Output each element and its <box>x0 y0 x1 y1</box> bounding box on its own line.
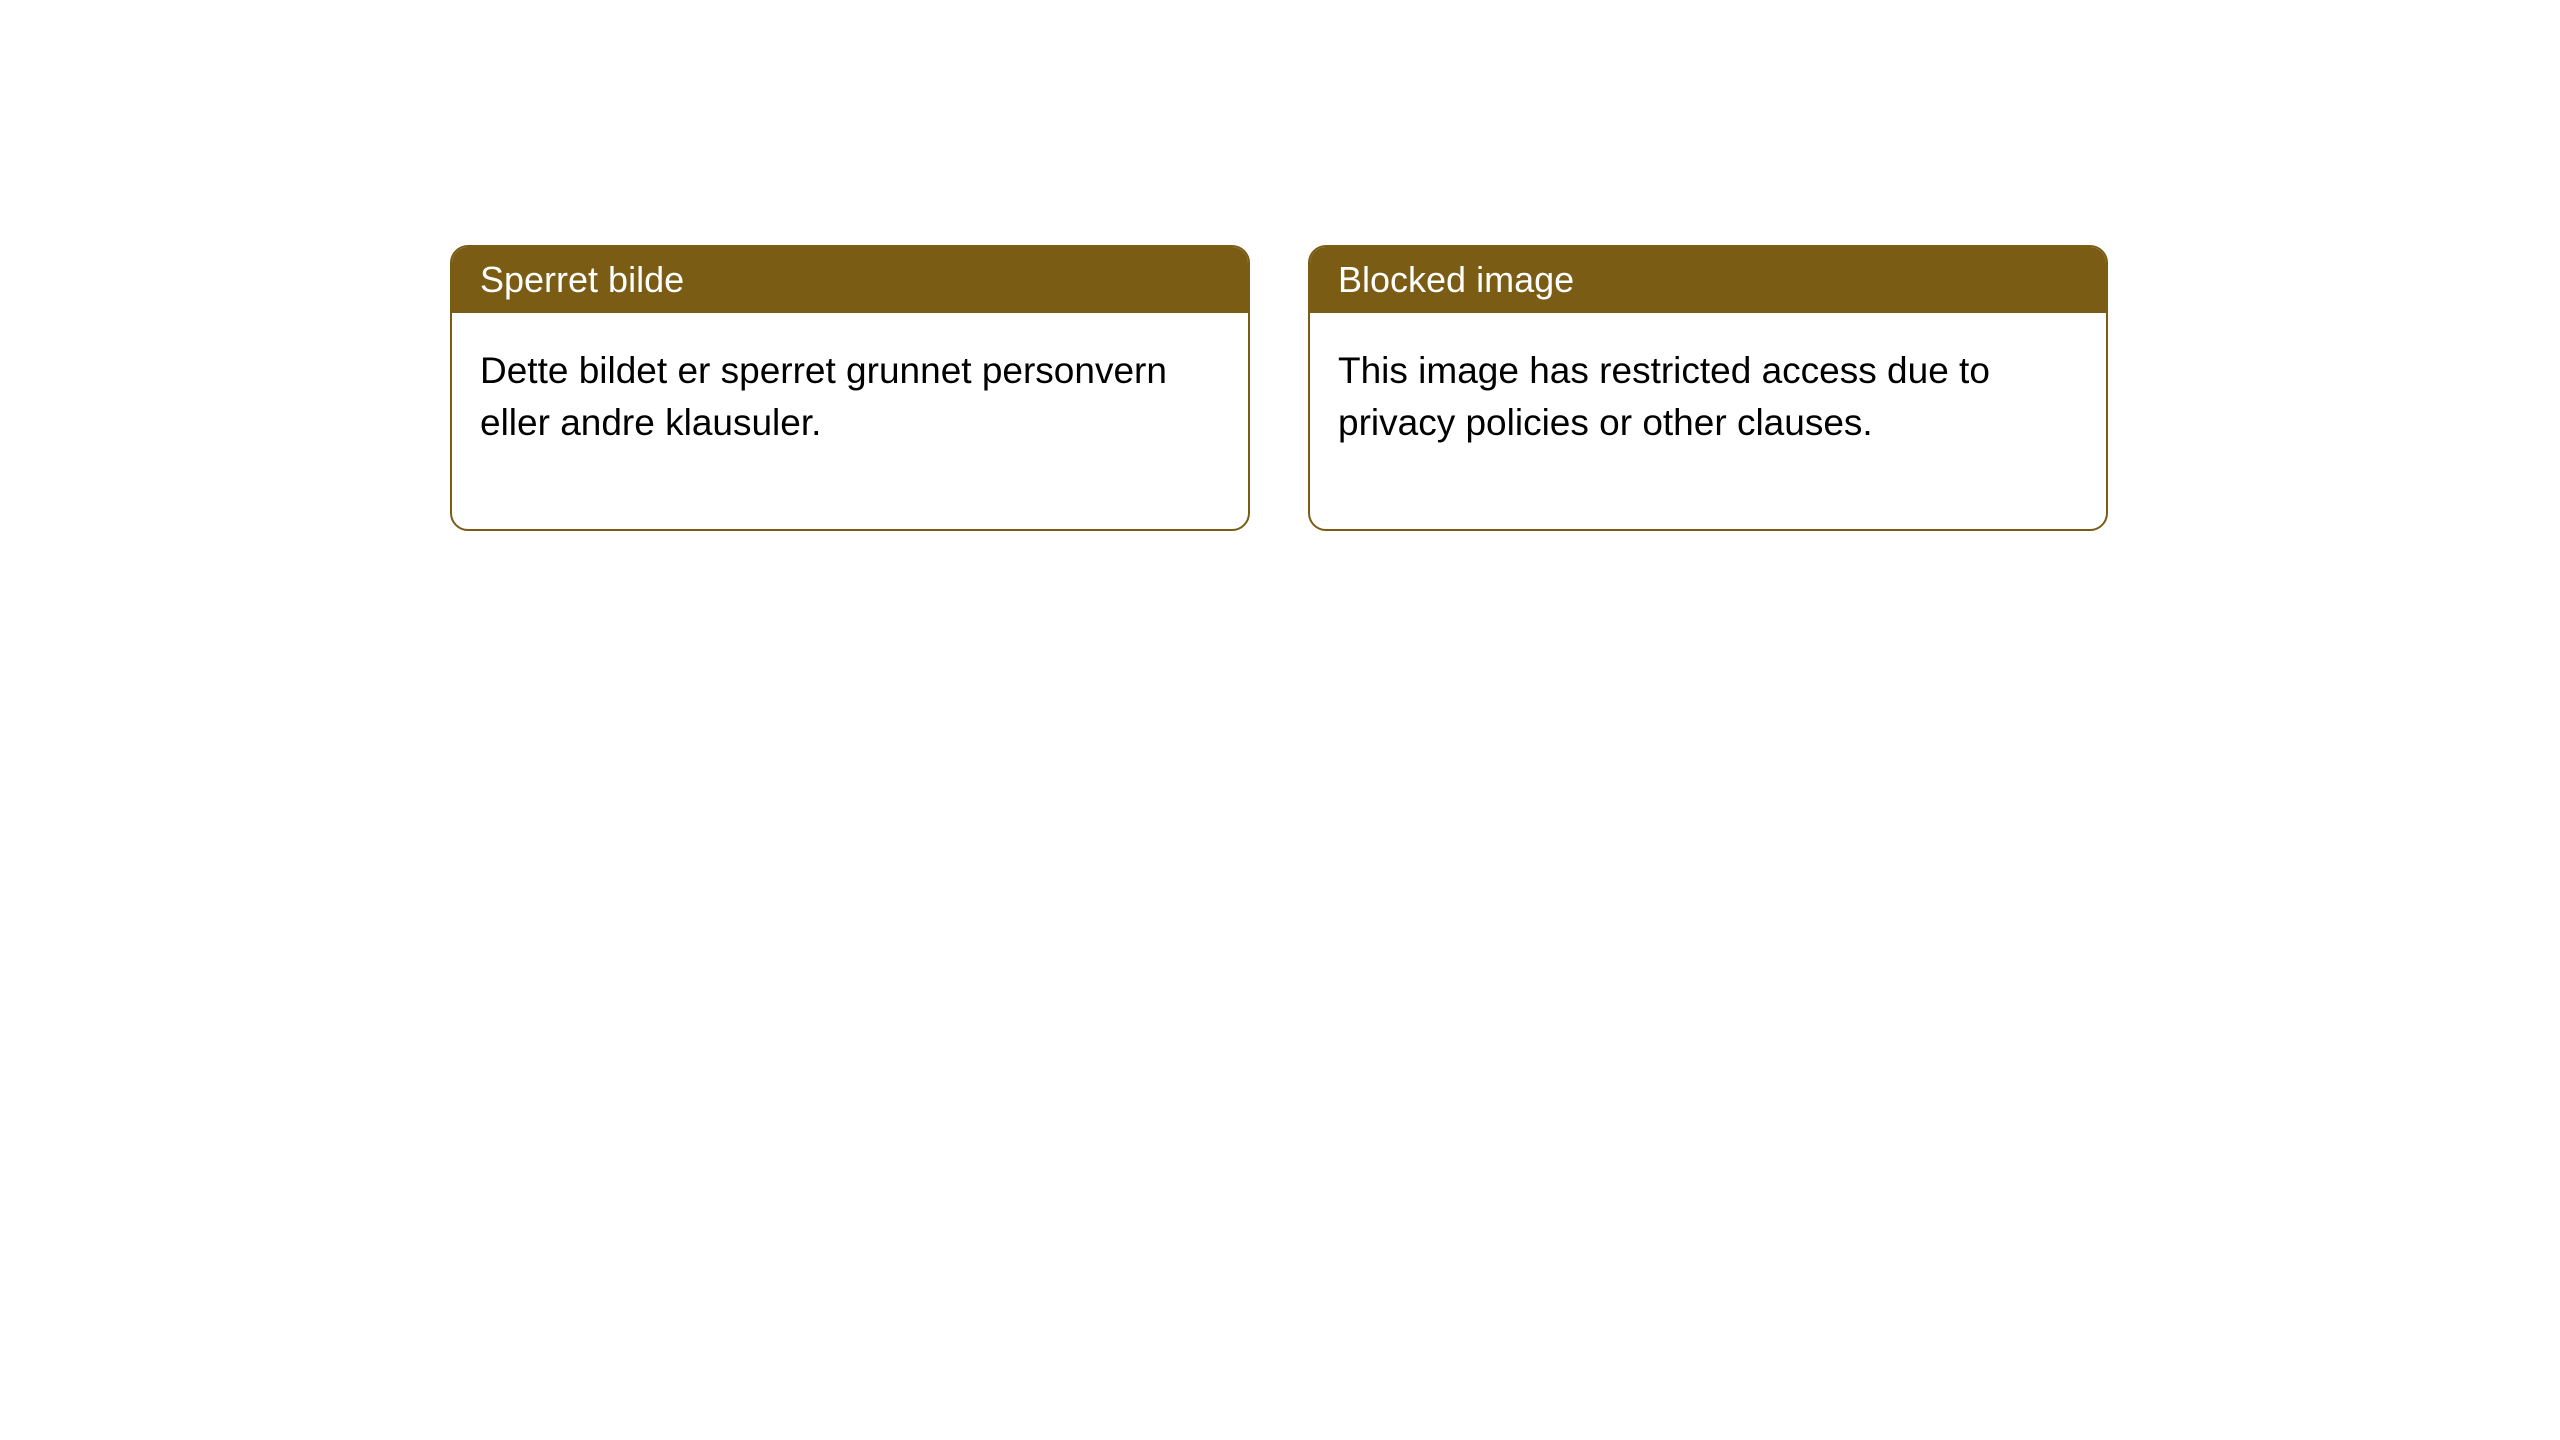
notice-card-english: Blocked image This image has restricted … <box>1308 245 2108 531</box>
notice-title-norwegian: Sperret bilde <box>480 259 684 300</box>
notice-header-english: Blocked image <box>1310 247 2106 313</box>
notice-body-english: This image has restricted access due to … <box>1310 313 2106 529</box>
notice-title-english: Blocked image <box>1338 259 1574 300</box>
notice-card-norwegian: Sperret bilde Dette bildet er sperret gr… <box>450 245 1250 531</box>
notice-text-english: This image has restricted access due to … <box>1338 350 1990 443</box>
notice-header-norwegian: Sperret bilde <box>452 247 1248 313</box>
notice-body-norwegian: Dette bildet er sperret grunnet personve… <box>452 313 1248 529</box>
notice-text-norwegian: Dette bildet er sperret grunnet personve… <box>480 350 1167 443</box>
notice-container: Sperret bilde Dette bildet er sperret gr… <box>450 245 2108 531</box>
